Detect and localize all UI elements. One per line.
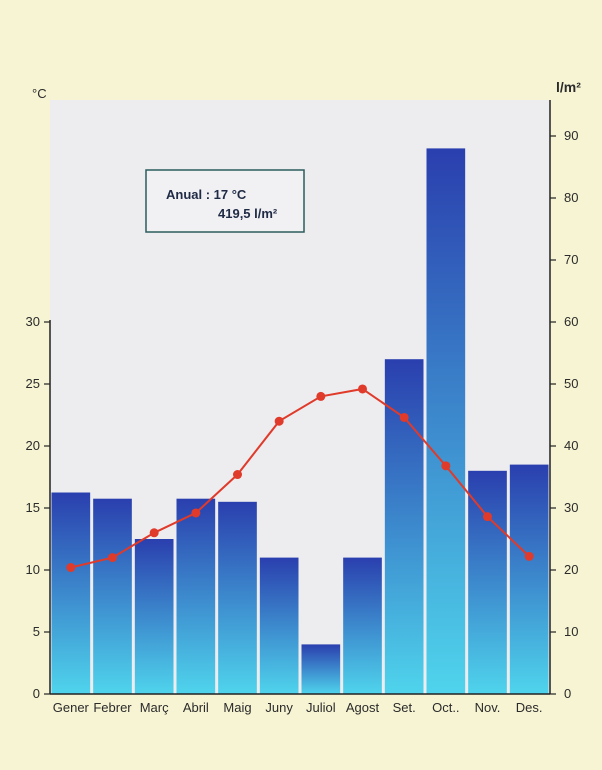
- left-tick-label: 20: [26, 438, 40, 453]
- month-label: Juny: [265, 700, 293, 715]
- left-tick-label: 0: [33, 686, 40, 701]
- temperature-point: [358, 384, 367, 394]
- temperature-point: [483, 512, 492, 522]
- temperature-point: [233, 470, 242, 480]
- precipitation-bar: [93, 498, 132, 694]
- annual-precipitation: 419,5 l/m²: [218, 206, 278, 221]
- precipitation-bar: [426, 148, 466, 694]
- precipitation-bar: [134, 539, 174, 694]
- left-tick-label: 15: [26, 500, 40, 515]
- temperature-point: [441, 461, 451, 471]
- temperature-series: [66, 384, 534, 573]
- temperature-point: [191, 508, 201, 518]
- temperature-point: [66, 563, 76, 573]
- month-label: Agost: [346, 700, 380, 715]
- right-tick-label: 70: [564, 252, 578, 267]
- month-label: Maig: [223, 700, 251, 715]
- month-label: Març: [140, 700, 169, 715]
- temperature-line: [70, 387, 530, 569]
- precipitation-bar: [51, 492, 91, 694]
- right-tick-label: 30: [564, 500, 578, 515]
- left-tick-label: 5: [33, 624, 40, 639]
- left-tick-label: 25: [26, 376, 40, 391]
- month-label: Set.: [393, 700, 416, 715]
- month-label: Abril: [183, 700, 209, 715]
- precipitation-bar: [468, 470, 507, 694]
- left-axis-unit: °C: [32, 86, 47, 101]
- annual-summary-box: [145, 169, 305, 233]
- right-tick-label: 40: [564, 438, 578, 453]
- right-tick-label: 90: [564, 128, 578, 143]
- right-tick-label: 10: [564, 624, 578, 639]
- month-label: Des.: [516, 700, 543, 715]
- left-axis-ticks: 0 5 10 15 20 25 30: [26, 314, 50, 701]
- temperature-point: [524, 551, 534, 561]
- month-label: Oct..: [432, 700, 459, 715]
- right-tick-label: 60: [564, 314, 578, 329]
- precipitation-bar: [176, 498, 216, 694]
- temperature-point: [149, 528, 159, 538]
- temperature-point: [399, 412, 409, 422]
- precipitation-bar: [218, 501, 257, 694]
- precipitation-bar: [301, 644, 341, 694]
- temperature-point: [108, 553, 117, 563]
- left-tick-label: 10: [26, 562, 40, 577]
- month-label: Nov.: [475, 700, 501, 715]
- precipitation-bar: [509, 464, 549, 694]
- left-tick-label: 30: [26, 314, 40, 329]
- right-tick-label: 0: [564, 686, 571, 701]
- temperature-point: [316, 391, 326, 401]
- right-axis-ticks: 0 10 20 30 40 50 60 70 80 90: [550, 128, 578, 701]
- precipitation-bar: [343, 557, 382, 694]
- right-tick-label: 20: [564, 562, 578, 577]
- temperature-point: [274, 416, 284, 426]
- month-label: Febrer: [93, 700, 132, 715]
- month-labels: Gener Febrer Març Abril Maig Juny Juliol Agost S…: [53, 700, 543, 715]
- precipitation-bar: [259, 557, 299, 694]
- month-label: Gener: [53, 700, 90, 715]
- right-tick-label: 50: [564, 376, 578, 391]
- right-axis-unit: l/m²: [556, 79, 581, 95]
- annual-temperature: Anual : 17 °C: [166, 187, 247, 202]
- month-label: Juliol: [306, 700, 336, 715]
- right-tick-label: 80: [564, 190, 578, 205]
- precipitation-bars: [51, 148, 549, 694]
